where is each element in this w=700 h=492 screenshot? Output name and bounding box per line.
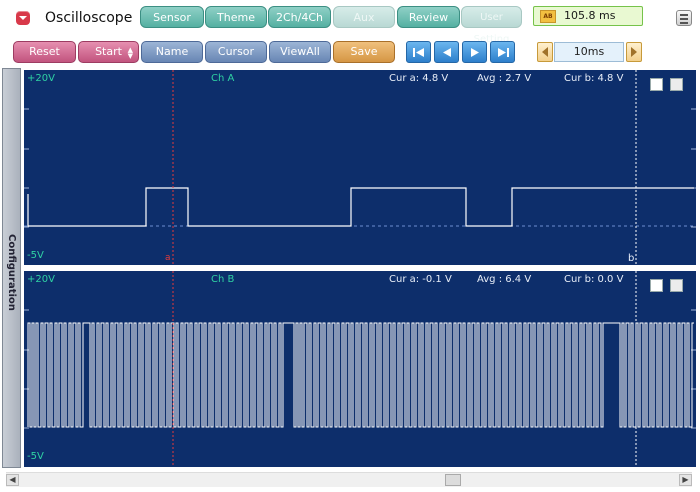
tab-aux[interactable]: Aux	[333, 6, 395, 28]
horizontal-scrollbar[interactable]: ◀ ▶	[6, 472, 692, 487]
previous-icon	[443, 48, 451, 57]
time-readout: AB 105.8 ms	[533, 6, 643, 26]
first-page-button[interactable]	[406, 41, 431, 63]
scroll-right-icon[interactable]: ▶	[679, 474, 692, 486]
name-button[interactable]: Name	[141, 41, 203, 63]
ch-b-cursor-a-value: Cur a: -0.1 V	[389, 274, 452, 285]
ch-a-top-scale: +20V	[27, 73, 55, 84]
menu-icon[interactable]	[676, 10, 692, 26]
reset-button[interactable]: Reset	[13, 41, 76, 63]
tab-user-setting[interactable]: User Setting	[461, 6, 522, 45]
scroll-thumb[interactable]	[445, 474, 461, 486]
configuration-sidebar[interactable]: Configuration	[2, 68, 21, 468]
timebase-increase-button[interactable]	[626, 42, 642, 62]
ch-b-average-value: Avg : 6.4 V	[477, 274, 532, 285]
ch-a-checkbox-1[interactable]	[650, 78, 663, 91]
tab-2ch-4ch[interactable]: 2Ch/4Ch	[268, 6, 331, 28]
timebase-decrease-button[interactable]	[537, 42, 553, 62]
timebase-value: 10ms	[554, 42, 624, 62]
cursor-button[interactable]: Cursor	[205, 41, 267, 63]
cursor-a-marker[interactable]: a	[165, 253, 171, 263]
channel-a-pane[interactable]: +20V Ch A Cur a: 4.8 V Avg : 2.7 V Cur b…	[24, 70, 696, 265]
last-icon	[498, 48, 509, 57]
first-icon	[413, 48, 424, 57]
ch-b-name: Ch B	[211, 274, 235, 285]
tab-theme[interactable]: Theme	[205, 6, 267, 28]
ch-a-cursor-a-value: Cur a: 4.8 V	[389, 73, 449, 84]
ch-b-top-scale: +20V	[27, 274, 55, 285]
ch-b-checkbox-1[interactable]	[650, 279, 663, 292]
pane-separator	[24, 265, 696, 271]
right-arrow-icon	[631, 47, 637, 57]
ch-b-cursor-b-value: Cur b: 0.0 V	[564, 274, 624, 285]
next-button[interactable]	[462, 41, 487, 63]
top-bar: Oscilloscope Sensor Theme 2Ch/4Ch Aux Re…	[0, 0, 700, 45]
left-arrow-icon	[542, 47, 548, 57]
save-button[interactable]: Save	[333, 41, 395, 63]
scroll-left-icon[interactable]: ◀	[6, 474, 19, 486]
sidebar-label: Configuration	[6, 234, 17, 311]
tab-review[interactable]: Review	[397, 6, 460, 28]
ch-a-average-value: Avg : 2.7 V	[477, 73, 532, 84]
previous-button[interactable]	[434, 41, 459, 63]
ch-a-bottom-scale: -5V	[27, 250, 44, 261]
ch-a-name: Ch A	[211, 73, 235, 84]
updown-icon: ▲ ▼	[127, 46, 133, 60]
time-readout-value: 105.8 ms	[564, 9, 616, 22]
start-button[interactable]: Start ▲ ▼	[78, 41, 139, 63]
next-icon	[471, 48, 479, 57]
tab-sensor[interactable]: Sensor	[140, 6, 204, 28]
cursor-b-marker[interactable]: b	[628, 253, 635, 264]
ch-b-bottom-scale: -5V	[27, 451, 44, 462]
ch-a-cursor-b-value: Cur b: 4.8 V	[564, 73, 624, 84]
app-menu-icon[interactable]	[16, 11, 30, 25]
channel-a-plot	[24, 70, 696, 265]
ch-b-checkbox-2[interactable]	[670, 279, 683, 292]
channel-b-plot	[24, 271, 696, 467]
ch-a-checkbox-2[interactable]	[670, 78, 683, 91]
app-title: Oscilloscope	[45, 10, 133, 26]
ab-icon: AB	[540, 10, 556, 23]
sidebar-body: Configuration	[3, 69, 20, 467]
channel-b-pane[interactable]: +20V Ch B Cur a: -0.1 V Avg : 6.4 V Cur …	[24, 271, 696, 467]
viewall-button[interactable]: ViewAll	[269, 41, 331, 63]
last-page-button[interactable]	[490, 41, 515, 63]
start-button-label: Start	[95, 45, 122, 58]
